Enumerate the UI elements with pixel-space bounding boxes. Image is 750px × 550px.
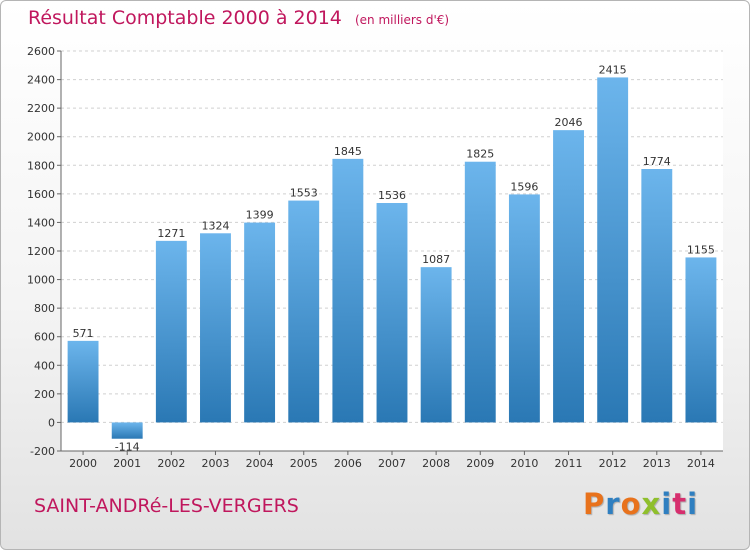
bar-2004: [244, 222, 276, 423]
bar-2013: [641, 169, 673, 423]
logo-letter: x: [641, 487, 662, 521]
y-tick-label: 400: [34, 359, 55, 372]
bar-2010: [508, 194, 540, 423]
commune-name: SAINT-ANDRé-LES-VERGERS: [34, 495, 299, 517]
chart-title: Résultat Comptable 2000 à 2014: [28, 7, 342, 29]
value-label-2007: 1536: [378, 189, 406, 202]
value-label-2011: 2046: [555, 116, 583, 129]
bar-2006: [332, 158, 364, 423]
x-tick-label-2001: 2001: [113, 457, 141, 470]
x-tick-label-2012: 2012: [599, 457, 627, 470]
x-tick-label-2005: 2005: [290, 457, 318, 470]
y-tick-label: 1200: [27, 245, 55, 258]
y-tick-label: 1800: [27, 159, 55, 172]
x-tick-label-2013: 2013: [643, 457, 671, 470]
x-tick-label-2011: 2011: [555, 457, 583, 470]
x-tick-label-2006: 2006: [334, 457, 362, 470]
bar-2001: [111, 422, 143, 439]
bars-layer: [67, 77, 717, 439]
value-label-2002: 1271: [157, 227, 185, 240]
bar-2005: [288, 200, 320, 423]
bar-2000: [67, 340, 99, 423]
y-tick-label: 1600: [27, 188, 55, 201]
bar-2008: [420, 267, 452, 423]
y-tick-label: 0: [48, 416, 55, 429]
value-label-2012: 2415: [599, 63, 627, 76]
value-label-2000: 571: [73, 327, 94, 340]
value-label-2003: 1324: [201, 219, 229, 232]
y-tick-label: 1000: [27, 274, 55, 287]
bar-2012: [597, 77, 629, 423]
bar-2014: [685, 257, 717, 423]
value-label-2005: 1553: [290, 187, 318, 200]
logo-letter: i: [687, 487, 699, 521]
bar-2007: [376, 203, 408, 423]
value-label-2009: 1825: [466, 148, 494, 161]
title-row: Résultat Comptable 2000 à 2014 (en milli…: [28, 7, 449, 29]
y-tick-label: 2400: [27, 74, 55, 87]
value-labels-layer: 571 -114 1271 1324 1399 1553 1845 1536 1087 1825 1…: [73, 63, 715, 453]
logo-letter: o: [620, 487, 642, 521]
logo-letter: i: [661, 487, 673, 521]
value-label-2008: 1087: [422, 253, 450, 266]
x-tick-label-2009: 2009: [466, 457, 494, 470]
x-tick-label-2004: 2004: [246, 457, 274, 470]
value-label-2014: 1155: [687, 243, 715, 256]
y-tick-label: 2600: [27, 45, 55, 58]
value-label-2013: 1774: [643, 155, 671, 168]
bar-2002: [155, 240, 187, 423]
y-tick-label: 600: [34, 331, 55, 344]
x-tick-label-2000: 2000: [69, 457, 97, 470]
axis-layer: -200 0 200 400 600 800 1000 1200 1400 1600 1800 200…: [27, 45, 723, 470]
y-tick-label: 2000: [27, 131, 55, 144]
value-label-2001: -114: [115, 441, 140, 454]
y-tick-label: 800: [34, 302, 55, 315]
logo-letter: t: [672, 487, 688, 521]
value-label-2004: 1399: [246, 209, 274, 222]
x-tick-label-2007: 2007: [378, 457, 406, 470]
y-tick-label: 1400: [27, 216, 55, 229]
proxiti-logo: Proxiti: [583, 487, 698, 521]
x-tick-label-2010: 2010: [510, 457, 538, 470]
x-tick-label-2003: 2003: [201, 457, 229, 470]
x-tick-label-2014: 2014: [687, 457, 715, 470]
y-tick-label: 200: [34, 388, 55, 401]
y-tick-label: 2200: [27, 102, 55, 115]
bar-2003: [200, 233, 231, 423]
y-tick-label: -200: [30, 445, 55, 458]
value-label-2006: 1845: [334, 145, 362, 158]
x-tick-label-2002: 2002: [157, 457, 185, 470]
x-tick-label-2008: 2008: [422, 457, 450, 470]
bar-2009: [464, 161, 496, 423]
bar-2011: [553, 130, 584, 423]
logo-letter: P: [583, 487, 606, 521]
logo-letter: r: [605, 487, 621, 521]
chart-subtitle: (en milliers d'€): [354, 13, 450, 27]
value-label-2010: 1596: [510, 180, 538, 193]
